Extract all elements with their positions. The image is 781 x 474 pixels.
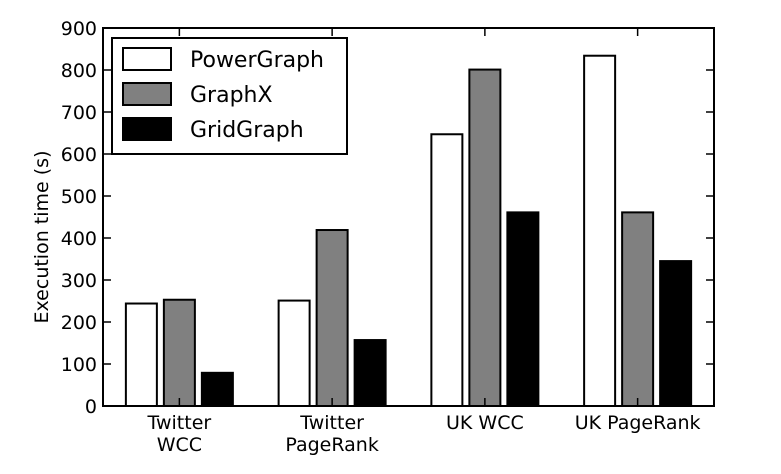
- y-tick-label: 100: [61, 354, 97, 376]
- bar-gridgraph-1: [353, 339, 387, 407]
- y-tick-label: 400: [61, 228, 97, 250]
- legend-label: GraphX: [190, 83, 273, 108]
- legend-swatch-gridgraph: [122, 117, 172, 141]
- bar-gridgraph-3: [659, 260, 693, 407]
- x-tick-label: UK WCC: [446, 412, 524, 434]
- bar-graphx-3: [621, 211, 655, 407]
- legend: PowerGraph GraphX GridGraph: [111, 37, 348, 155]
- plot-frame: [102, 27, 715, 407]
- bar-powergraph-2: [430, 133, 464, 407]
- legend-swatch-graphx: [122, 82, 172, 106]
- legend-label: PowerGraph: [190, 48, 324, 73]
- y-tick-label: 900: [61, 18, 97, 40]
- bars: [124, 54, 693, 408]
- bar-powergraph-3: [583, 54, 617, 407]
- bar-gridgraph-0: [200, 371, 234, 408]
- legend-label: GridGraph: [190, 118, 304, 143]
- legend-swatch-powergraph: [122, 47, 172, 71]
- y-tick-label: 600: [61, 144, 97, 166]
- y-tick-label: 200: [61, 312, 97, 334]
- bar-graphx-2: [468, 68, 502, 408]
- x-tick-label: Twitter: [299, 412, 364, 434]
- bar-gridgraph-2: [506, 211, 540, 407]
- y-tick-label: 700: [61, 102, 97, 124]
- x-tick-label: UK PageRank: [575, 412, 701, 434]
- y-tick-label: 300: [61, 270, 97, 292]
- x-tick-label: Twitter: [147, 412, 212, 434]
- y-tick-label: 800: [61, 60, 97, 82]
- y-axis-ticks: 0 100 200 300 400 500 600 700 800 900: [61, 18, 714, 418]
- bar-powergraph-1: [277, 299, 311, 407]
- x-tick-label: PageRank: [285, 434, 378, 456]
- x-tick-label: WCC: [157, 434, 202, 456]
- bar-powergraph-0: [124, 302, 158, 407]
- bar-graphx-1: [315, 229, 349, 407]
- y-tick-label: 0: [85, 396, 97, 418]
- y-tick-label: 500: [61, 186, 97, 208]
- bar-graphx-0: [162, 298, 196, 407]
- y-axis-label: Execution time (s): [31, 151, 53, 324]
